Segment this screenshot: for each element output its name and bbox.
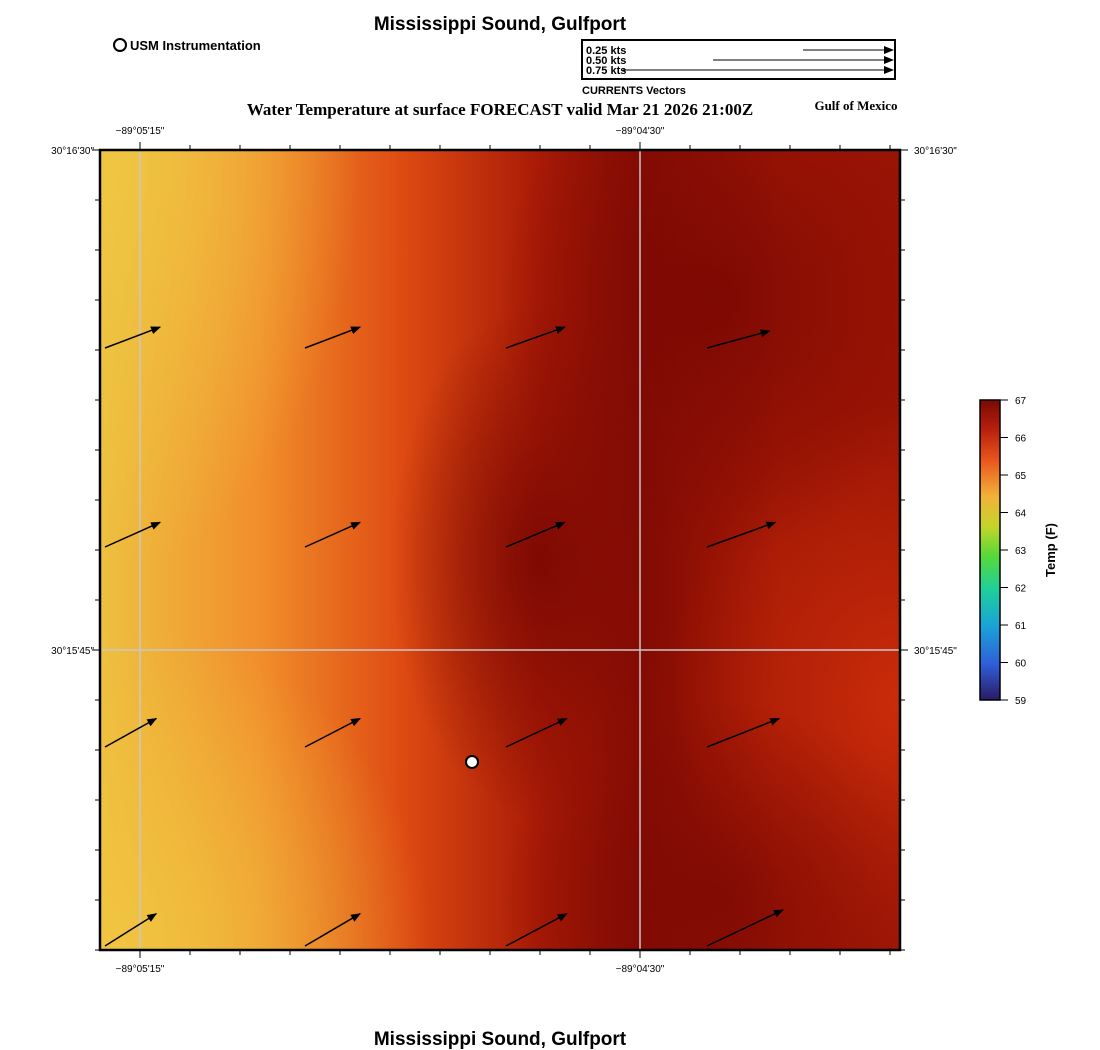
current-vector-arrow: [505, 913, 568, 947]
colorbar-tick-label: 59: [1015, 696, 1027, 707]
current-vector-arrow: [706, 521, 777, 548]
region-label: Gulf of Mexico: [814, 98, 897, 113]
forecast-subtitle: Water Temperature at surface FORECAST va…: [247, 100, 753, 119]
colorbar-tick-label: 62: [1015, 584, 1027, 595]
graticule: [100, 150, 900, 950]
current-vector-arrow: [304, 717, 361, 748]
colorbar-tick-label: 65: [1015, 471, 1027, 482]
vector-scale-label: 0.50 kts: [586, 55, 626, 67]
colorbar-label: Temp (F): [1043, 523, 1058, 577]
colorbar-tick-label: 60: [1015, 659, 1027, 670]
current-vector-arrow: [104, 326, 162, 349]
current-vector-arrow: [505, 521, 566, 548]
lon-label-bottom-2: −89°04'30": [616, 964, 665, 975]
current-vector-arrow: [706, 329, 771, 349]
lat-label-right-2: 30°15'45": [914, 646, 957, 657]
colorbar-tick-label: 67: [1015, 396, 1027, 407]
lat-label-right-1: 30°16'30": [914, 146, 957, 157]
temperature-field: [100, 150, 900, 950]
lat-label-left-1: 30°16'30": [51, 146, 94, 157]
lon-label-top-2: −89°04'30": [616, 126, 665, 137]
frame-ticks: [92, 142, 908, 958]
lon-label-top-1: −89°05'15": [116, 126, 165, 137]
current-vector-arrow: [104, 913, 158, 947]
colorbar-tick-label: 61: [1015, 621, 1027, 632]
current-vectors: [104, 326, 784, 947]
map-title: Mississippi Sound, Gulfport: [374, 14, 627, 35]
current-vector-arrow: [706, 717, 781, 748]
vector-scale-label: 0.75 kts: [586, 65, 626, 77]
colorbar-tick-label: 64: [1015, 509, 1027, 520]
station-legend-marker-icon: [113, 38, 127, 52]
temperature-colorbar: 59 60 61 62 63 64 65 66 67 Temp (F): [979, 396, 1058, 707]
current-vector-arrow: [304, 326, 362, 349]
current-vector-arrow: [706, 909, 784, 947]
colorbar-tick-label: 66: [1015, 434, 1027, 445]
current-vector-arrow: [505, 717, 568, 748]
lon-label-bottom-1: −89°05'15": [116, 964, 165, 975]
vector-scale-title: CURRENTS Vectors: [582, 85, 686, 97]
lat-label-left-2: 30°15'45": [51, 646, 94, 657]
footer-title: Mississippi Sound, Gulfport: [374, 1029, 627, 1050]
current-vector-arrow: [505, 326, 566, 349]
station-legend: USM Instrumentation: [113, 38, 261, 53]
vector-scale-label: 0.25 kts: [586, 45, 626, 57]
station-marker-icon: [465, 755, 479, 769]
current-vector-arrow: [304, 913, 361, 947]
current-vector-arrow: [304, 521, 362, 548]
colorbar-gradient: [979, 399, 1001, 701]
current-vector-arrow: [104, 521, 162, 548]
station-legend-label: USM Instrumentation: [130, 38, 261, 53]
current-vector-arrow: [104, 717, 158, 748]
field-warm-core-south: [100, 150, 900, 950]
colorbar-tick-label: 63: [1015, 546, 1027, 557]
station-markers: [465, 755, 479, 769]
